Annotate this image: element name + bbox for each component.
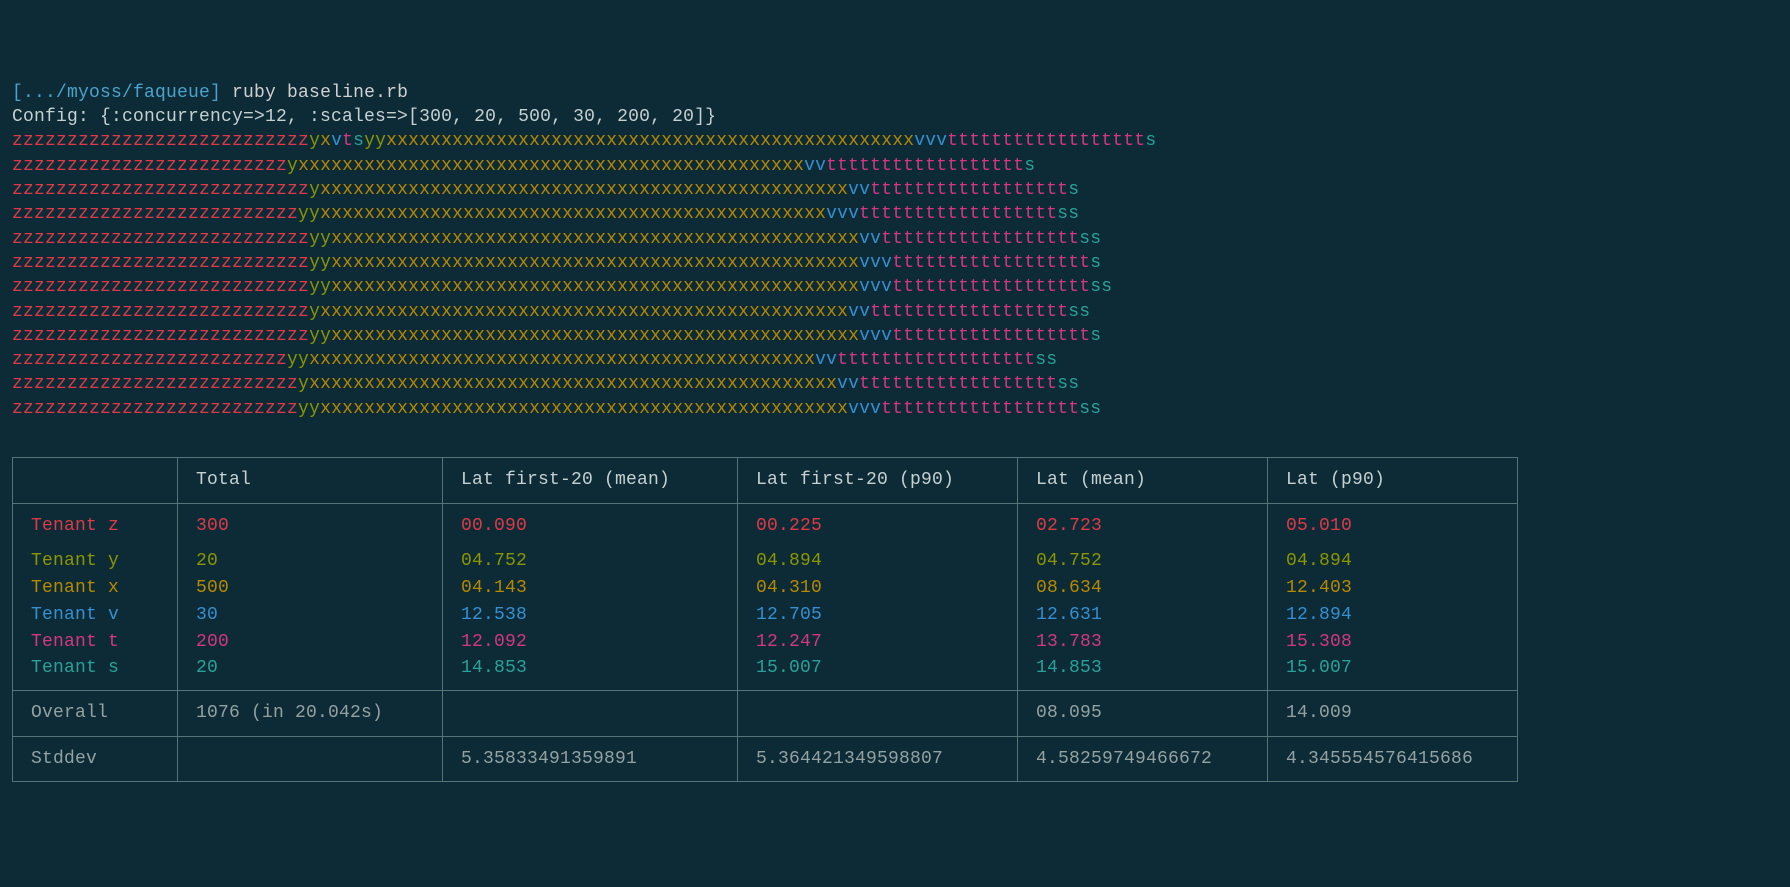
prompt-path: [.../myoss/faqueue] — [12, 83, 221, 103]
table-row: Tenant z30000.09000.22502.72305.010 — [13, 503, 1518, 548]
terminal-output: [.../myoss/faqueue] ruby baseline.rb Con… — [12, 81, 1778, 421]
tenant-lf20p: 15.007 — [738, 656, 1018, 691]
tenant-lp: 15.007 — [1268, 656, 1518, 691]
config-line: Config: {:concurrency=>12, :scales=>[300… — [12, 107, 716, 127]
tenant-lp: 12.403 — [1268, 575, 1518, 602]
table-row: Tenant s2014.85315.00714.85315.007 — [13, 656, 1518, 691]
tenant-total: 300 — [178, 503, 443, 548]
header-lat-p90: Lat (p90) — [1268, 458, 1518, 503]
tenant-lf20p: 12.247 — [738, 629, 1018, 656]
overall-label: Overall — [13, 691, 178, 736]
table-row: Tenant v3012.53812.70512.63112.894 — [13, 602, 1518, 629]
stddev-lm: 4.58259749466672 — [1018, 736, 1268, 781]
stddev-lf20p: 5.364421349598807 — [738, 736, 1018, 781]
tenant-lp: 05.010 — [1268, 503, 1518, 548]
tenant-lf20m: 12.538 — [443, 602, 738, 629]
tenant-lf20p: 04.894 — [738, 548, 1018, 575]
tenant-lf20m: 12.092 — [443, 629, 738, 656]
tenant-label: Tenant s — [13, 656, 178, 691]
table-row: Tenant t20012.09212.24713.78315.308 — [13, 629, 1518, 656]
tenant-label: Tenant x — [13, 575, 178, 602]
header-blank — [13, 458, 178, 503]
tenant-lf20p: 12.705 — [738, 602, 1018, 629]
overall-total: 1076 (in 20.042s) — [178, 691, 443, 736]
tenant-lm: 08.634 — [1018, 575, 1268, 602]
tenant-lm: 04.752 — [1018, 548, 1268, 575]
overall-lm: 08.095 — [1018, 691, 1268, 736]
tenant-label: Tenant y — [13, 548, 178, 575]
tenant-lm: 12.631 — [1018, 602, 1268, 629]
tenant-label: Tenant z — [13, 503, 178, 548]
stddev-lf20m: 5.35833491359891 — [443, 736, 738, 781]
prompt-command: ruby baseline.rb — [221, 83, 408, 103]
stddev-lp: 4.345554576415686 — [1268, 736, 1518, 781]
table-row: Tenant x50004.14304.31008.63412.403 — [13, 575, 1518, 602]
stddev-row: Stddev 5.35833491359891 5.36442134959880… — [13, 736, 1518, 781]
tenant-lf20m: 04.143 — [443, 575, 738, 602]
tenant-lf20m: 04.752 — [443, 548, 738, 575]
tenant-lf20m: 00.090 — [443, 503, 738, 548]
header-lat-first20-mean: Lat first-20 (mean) — [443, 458, 738, 503]
table-header-row: Total Lat first-20 (mean) Lat first-20 (… — [13, 458, 1518, 503]
tenant-total: 20 — [178, 656, 443, 691]
tenant-lf20m: 14.853 — [443, 656, 738, 691]
tenant-total: 20 — [178, 548, 443, 575]
stddev-total — [178, 736, 443, 781]
overall-lp: 14.009 — [1268, 691, 1518, 736]
stream-visualization: zzzzzzzzzzzzzzzzzzzzzzzzzzzyxvtsyyxxxxxx… — [12, 129, 1778, 421]
tenant-total: 30 — [178, 602, 443, 629]
header-lat-mean: Lat (mean) — [1018, 458, 1268, 503]
tenant-lf20p: 04.310 — [738, 575, 1018, 602]
overall-lf20p — [738, 691, 1018, 736]
tenant-lp: 15.308 — [1268, 629, 1518, 656]
header-total: Total — [178, 458, 443, 503]
tenant-label: Tenant t — [13, 629, 178, 656]
overall-row: Overall 1076 (in 20.042s) 08.095 14.009 — [13, 691, 1518, 736]
table-row: Tenant y2004.75204.89404.75204.894 — [13, 548, 1518, 575]
stddev-label: Stddev — [13, 736, 178, 781]
results-table: Total Lat first-20 (mean) Lat first-20 (… — [12, 457, 1518, 781]
tenant-label: Tenant v — [13, 602, 178, 629]
tenant-lf20p: 00.225 — [738, 503, 1018, 548]
tenant-lm: 02.723 — [1018, 503, 1268, 548]
overall-lf20m — [443, 691, 738, 736]
tenant-lm: 14.853 — [1018, 656, 1268, 691]
header-lat-first20-p90: Lat first-20 (p90) — [738, 458, 1018, 503]
tenant-lp: 04.894 — [1268, 548, 1518, 575]
tenant-total: 200 — [178, 629, 443, 656]
tenant-total: 500 — [178, 575, 443, 602]
tenant-lm: 13.783 — [1018, 629, 1268, 656]
tenant-lp: 12.894 — [1268, 602, 1518, 629]
